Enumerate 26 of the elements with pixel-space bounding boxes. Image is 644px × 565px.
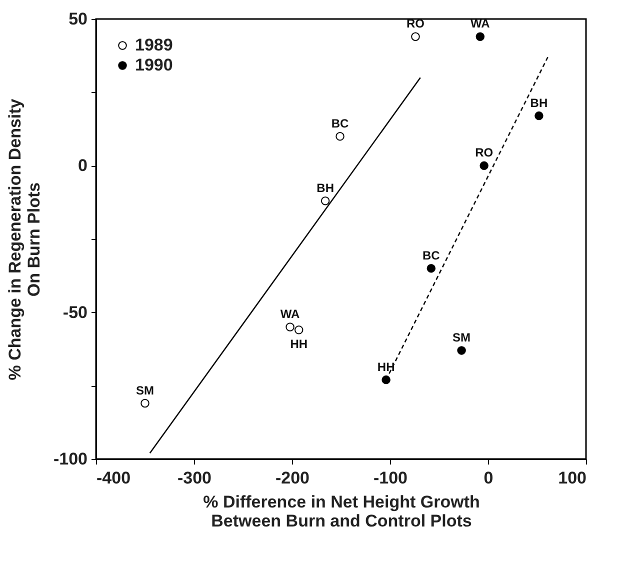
y-axis-title: % Change in Regeneration Density On Burn Plots: [5, 98, 44, 380]
annotation: HH: [377, 360, 395, 374]
annotation: BC: [422, 248, 440, 262]
annotation: SM: [452, 330, 471, 344]
y-tick-label: 50: [68, 10, 88, 28]
annotation: RO: [475, 146, 494, 160]
annotation: BC: [331, 116, 350, 130]
x-tick-label: 0: [484, 468, 494, 488]
legend-label: 1990: [135, 56, 173, 74]
y-tick-label: -50: [62, 302, 88, 322]
x-tick-label: -100: [373, 468, 408, 488]
annotation: BH: [530, 96, 548, 110]
x-tick-label: -400: [96, 468, 131, 488]
x-tick-label: -300: [177, 468, 212, 488]
x-tick-label: 100: [558, 468, 586, 488]
annotation: HH: [290, 336, 308, 351]
y-tick-label: 0: [78, 156, 88, 176]
annotation: RO: [406, 16, 424, 31]
annotation: WA: [280, 307, 300, 321]
x-tick-label: -200: [275, 468, 310, 488]
annotation: WA: [470, 16, 490, 31]
annotation: BH: [316, 180, 334, 195]
x-axis-title: % Difference in Net Height Growth Between Burn and Control Plots: [203, 492, 480, 530]
legend-label: 1989: [135, 36, 173, 54]
annotation: SM: [136, 383, 154, 398]
y-tick-label: -100: [53, 450, 88, 468]
